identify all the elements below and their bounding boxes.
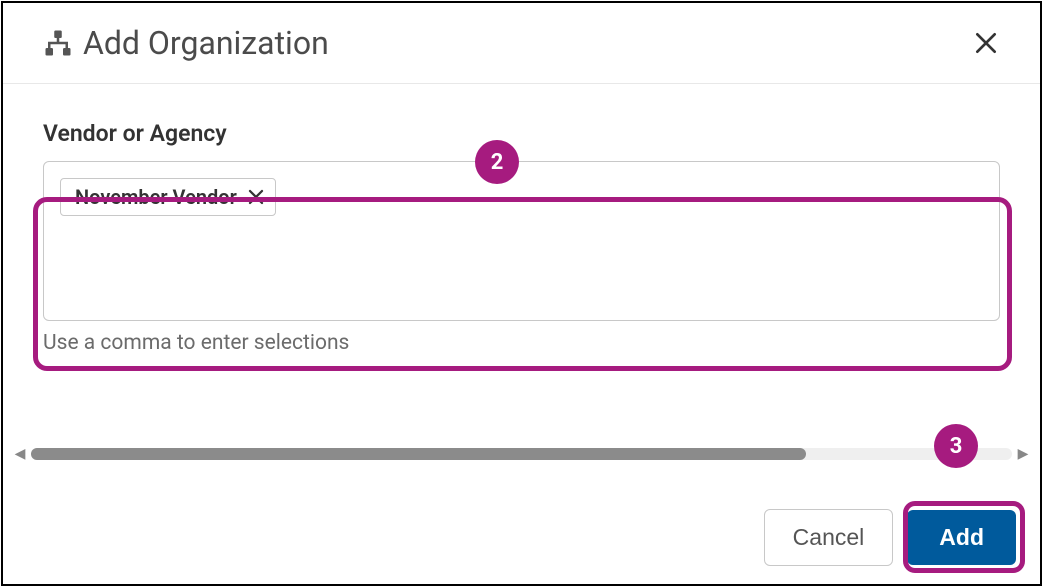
horizontal-scrollbar[interactable]: ◀ ▶ (13, 443, 1030, 465)
modal-dialog: Add Organization Vendor or Agency Novemb… (1, 1, 1042, 586)
title-group: Add Organization (43, 24, 329, 62)
close-icon (247, 188, 265, 206)
scroll-track[interactable] (31, 448, 1012, 460)
helper-text: Use a comma to enter selections (43, 331, 1000, 355)
modal-footer: Cancel Add (764, 509, 1016, 566)
modal-body: Vendor or Agency November Vendor Use a c… (3, 84, 1040, 355)
scroll-thumb[interactable] (31, 448, 806, 460)
modal-header: Add Organization (3, 3, 1040, 84)
cancel-button[interactable]: Cancel (764, 509, 894, 566)
tag-chip: November Vendor (60, 178, 276, 216)
org-chart-icon (43, 28, 73, 58)
close-button[interactable] (966, 23, 1006, 63)
close-icon (973, 30, 999, 56)
annotation-badge-2: 2 (475, 140, 519, 184)
annotation-badge-3: 3 (934, 424, 978, 468)
add-button[interactable]: Add (907, 510, 1016, 565)
tag-remove-button[interactable] (247, 188, 265, 206)
scroll-right-arrow-icon[interactable]: ▶ (1016, 446, 1030, 462)
scroll-left-arrow-icon[interactable]: ◀ (13, 446, 27, 462)
tag-label: November Vendor (75, 185, 237, 209)
vendor-agency-input[interactable]: November Vendor (43, 161, 1000, 321)
field-label: Vendor or Agency (43, 120, 1000, 147)
modal-title: Add Organization (83, 24, 329, 62)
